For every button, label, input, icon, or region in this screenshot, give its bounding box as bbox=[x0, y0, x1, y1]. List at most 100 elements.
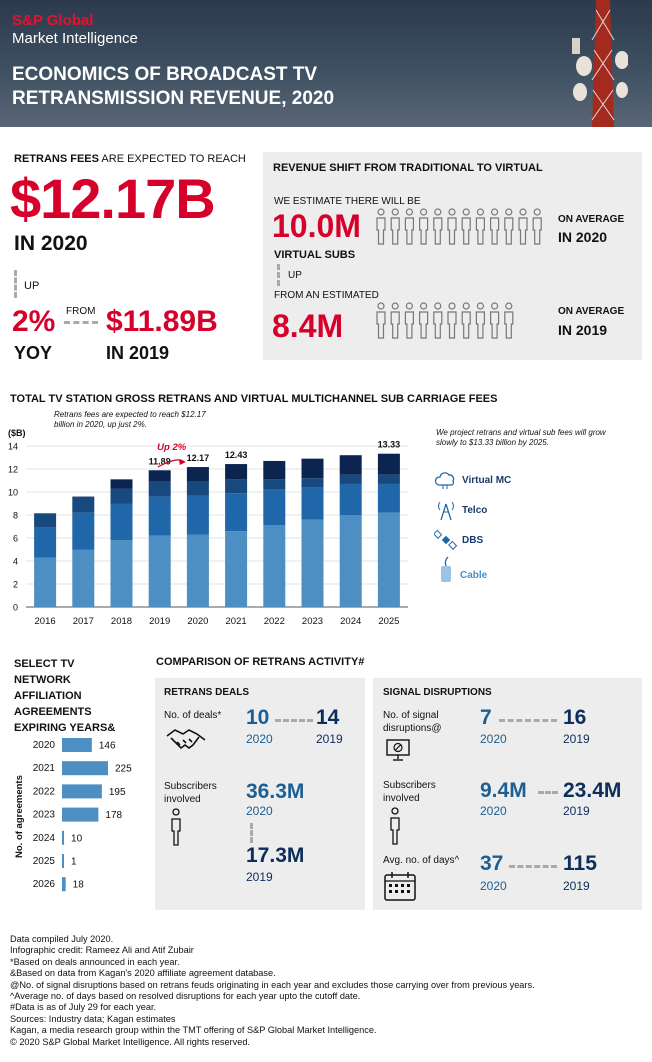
person-icon bbox=[376, 302, 386, 339]
bar-segment-cable bbox=[110, 540, 133, 607]
bar-segment-cable bbox=[186, 534, 209, 607]
x-tick-label: 2021 bbox=[226, 616, 247, 627]
bar-segment-virtual-mc bbox=[263, 460, 286, 480]
y-tick-label: 6 bbox=[13, 534, 18, 544]
network-count-label: 225 bbox=[115, 764, 132, 775]
footer-line: @No. of signal disruptions based on retr… bbox=[10, 979, 535, 990]
deals-subscribers-2019: 17.3M bbox=[246, 844, 305, 867]
bar-segment-telco bbox=[186, 481, 209, 496]
bar-segment-dbs bbox=[301, 487, 324, 520]
bar-segment-telco bbox=[34, 513, 57, 528]
dashed-connector bbox=[499, 719, 557, 722]
network-bar bbox=[62, 854, 64, 868]
signal-2019-value: 16 bbox=[563, 706, 587, 729]
chart-title: TOTAL TV STATION GROSS RETRANS AND VIRTU… bbox=[10, 393, 498, 405]
bar-segment-cable bbox=[301, 519, 324, 607]
total-data-label: 12.43 bbox=[225, 450, 248, 460]
y-tick-label: 14 bbox=[8, 442, 18, 452]
page-title-line2: RETRANSMISSION REVENUE, 2020 bbox=[12, 88, 335, 109]
total-data-label: 11.89 bbox=[149, 456, 171, 466]
header-banner: S&P Global Market Intelligence ECONOMICS… bbox=[0, 0, 652, 127]
person-icon bbox=[475, 208, 486, 245]
year-2020: 2020 bbox=[480, 804, 507, 818]
people-icons-2019 bbox=[376, 302, 514, 339]
network-year-label: 2025 bbox=[33, 856, 56, 867]
network-bar bbox=[62, 830, 65, 845]
signal-count-label: No. of signal disruptions@ bbox=[383, 710, 442, 734]
bar-segment-virtual-mc bbox=[72, 496, 95, 498]
bar-segment-dbs bbox=[110, 503, 133, 541]
signal-disruptions-panel: SIGNAL DISRUPTIONS No. of signal disrupt… bbox=[373, 678, 642, 910]
y-tick-label: 0 bbox=[13, 603, 18, 613]
network-bar bbox=[62, 877, 66, 892]
person-icon bbox=[489, 208, 500, 245]
bar-segment-virtual-mc bbox=[186, 467, 209, 482]
footer-line: Data compiled July 2020. bbox=[10, 934, 114, 944]
bar-segment-cable bbox=[339, 515, 362, 607]
brand-logo: S&P Global bbox=[12, 12, 94, 29]
footer-line: Kagan, a media research group within the… bbox=[10, 1025, 377, 1036]
y-tick-label: 10 bbox=[8, 488, 18, 498]
y-tick-label: 8 bbox=[13, 511, 18, 521]
person-icon bbox=[489, 302, 500, 339]
bar-segment-cable bbox=[72, 549, 95, 607]
year-2019: 2019 bbox=[316, 732, 343, 746]
retrans-year-2019: IN 2019 bbox=[106, 343, 170, 363]
person-icon bbox=[404, 302, 414, 339]
brand-subtitle: Market Intelligence bbox=[12, 30, 138, 47]
year-2020: 2020 bbox=[246, 804, 273, 818]
retrans-intro-bold: RETRANS FEES bbox=[14, 153, 99, 165]
legend-telco: Telco bbox=[462, 505, 488, 516]
satellite-icon bbox=[434, 529, 458, 550]
footer-line: Infographic credit: Rameez Ali and Atif … bbox=[10, 945, 194, 956]
bar-segment-cable bbox=[148, 535, 171, 607]
retrans-amount-2019: $11.89B bbox=[106, 305, 218, 338]
network-year-label: 2020 bbox=[33, 740, 56, 751]
bar-segment-telco bbox=[110, 488, 133, 504]
bar-segment-virtual-mc bbox=[148, 470, 171, 482]
yoy-label: YOY bbox=[14, 343, 53, 363]
network-count-label: 1 bbox=[71, 857, 77, 868]
bar-segment-dbs bbox=[72, 512, 95, 550]
network-count-label: 178 bbox=[105, 810, 122, 821]
network-agreements-title: SELECT TV NETWORK AFFILIATION AGREEMENTS… bbox=[14, 658, 116, 734]
bar-segment-dbs bbox=[34, 527, 57, 558]
handshake-icon bbox=[166, 729, 206, 750]
growth-annotation: Up 2% bbox=[157, 442, 187, 453]
revenue-shift-title: REVENUE SHIFT FROM TRADITIONAL TO VIRTUA… bbox=[273, 162, 543, 174]
dashed-connector bbox=[14, 270, 17, 298]
cloud-icon bbox=[434, 472, 455, 489]
estimate-label: WE ESTIMATE THERE WILL BE bbox=[274, 196, 421, 207]
x-tick-label: 2019 bbox=[149, 616, 170, 627]
bar-segment-dbs bbox=[377, 483, 400, 513]
virtual-subs-label: VIRTUAL SUBS bbox=[274, 249, 356, 261]
network-count-label: 18 bbox=[73, 880, 85, 891]
signal-2020-value: 7 bbox=[480, 706, 492, 729]
bar-segment-dbs bbox=[225, 493, 248, 532]
page-title-line1: ECONOMICS OF BROADCAST TV bbox=[12, 64, 318, 85]
y-tick-label: 12 bbox=[8, 465, 18, 475]
person-icon bbox=[447, 302, 457, 339]
person-icon bbox=[461, 302, 471, 339]
total-data-label: 12.17 bbox=[187, 453, 210, 463]
y-axis-label: ($B) bbox=[8, 428, 26, 438]
x-tick-label: 2022 bbox=[264, 616, 285, 627]
x-tick-label: 2018 bbox=[111, 616, 132, 627]
year-2020: 2020 bbox=[246, 732, 273, 746]
footer-line: Sources: Industry data; Kagan estimates bbox=[10, 1013, 176, 1024]
network-year-label: 2024 bbox=[33, 833, 56, 844]
disrupt-subscribers-2020: 9.4M bbox=[480, 779, 527, 802]
dashed-connector bbox=[250, 823, 253, 843]
virtual-subs-2019: 8.4M bbox=[272, 308, 344, 344]
up-label: UP bbox=[288, 270, 302, 281]
in-2020-label: IN 2020 bbox=[558, 229, 608, 245]
bar-segment-cable bbox=[34, 557, 57, 607]
person-icon bbox=[390, 208, 400, 245]
retrans-intro-rest: ARE EXPECTED TO REACH bbox=[98, 153, 246, 165]
person-icon bbox=[504, 208, 514, 245]
broadcast-tower-icon bbox=[572, 0, 628, 127]
deals-2020-value: 10 bbox=[246, 706, 270, 729]
stacked-bar-chart: ($B) 0 2 4 6 8 10 12 14 2016 2017 2018 2019 11.89 2020… bbox=[8, 428, 408, 627]
up-label: UP bbox=[24, 280, 40, 292]
dashed-connector bbox=[538, 791, 558, 794]
